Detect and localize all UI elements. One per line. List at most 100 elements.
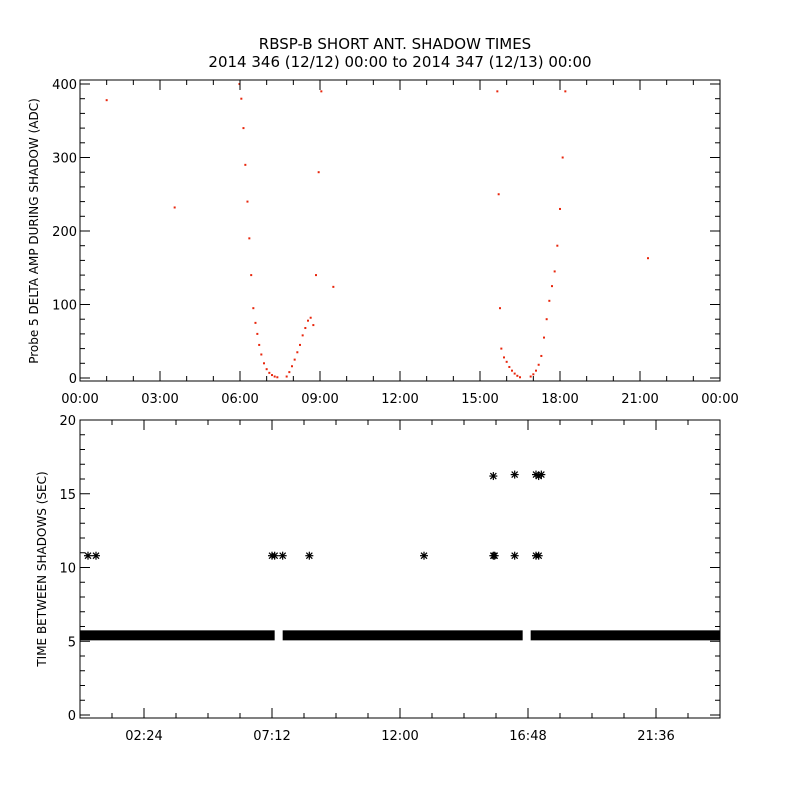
top-xtick-label: 12:00	[381, 392, 418, 407]
top-xtick-label: 15:00	[461, 392, 498, 407]
top-point-s1-10	[258, 343, 261, 346]
top-point-s1-15	[271, 374, 273, 377]
top-point-s4-13	[564, 90, 567, 93]
top-point-s3-1	[497, 193, 500, 196]
top-xtick-label: 21:00	[621, 392, 658, 407]
top-point-s3-8	[513, 372, 516, 375]
top-point-s1-3	[244, 163, 247, 166]
bottom-point-1	[92, 551, 100, 560]
top-point-s3-9	[516, 374, 519, 377]
top-ytick-label: 100	[52, 299, 77, 314]
top-point-s3-10	[519, 376, 521, 379]
top-ytick-label: 300	[52, 152, 77, 167]
top-point-s2-7	[304, 327, 307, 330]
top-point-s4-1	[532, 373, 535, 376]
bottom-ytick-label: 0	[68, 709, 76, 724]
top-point-s1-11	[260, 353, 263, 356]
top-xtick-label: 00:00	[61, 392, 98, 407]
top-point-s4-4	[540, 354, 543, 357]
top-point-s1-7	[252, 307, 255, 310]
bottom-baseline-band-0	[80, 630, 275, 641]
bottom-ytick-label: 20	[59, 414, 76, 429]
top-point-s0-2	[332, 285, 335, 288]
top-point-s3-2	[499, 307, 501, 310]
figure-title-line2: 2014 346 (12/12) 00:00 to 2014 347 (12/1…	[208, 53, 591, 71]
top-point-s3-0	[496, 90, 499, 93]
bottom-point-4	[278, 551, 287, 560]
top-point-s1-14	[268, 371, 271, 374]
top-panel-axes: 00:00 03:00 06:00 09:00 12:00 15:00 18:00 21:00…	[52, 78, 739, 407]
top-xtick-label: 09:00	[301, 392, 338, 407]
top-point-s1-4	[246, 200, 249, 203]
top-xtick-label: 00:00	[701, 392, 738, 407]
top-point-s1-17	[276, 376, 279, 379]
top-point-s4-10	[556, 244, 559, 247]
bottom-point-6	[420, 551, 428, 560]
bottom-point-14	[537, 470, 546, 479]
top-point-s2-8	[307, 319, 309, 322]
top-point-s4-3	[537, 363, 540, 366]
bottom-xtick-label: 21:36	[637, 729, 674, 744]
bottom-baseline-band-2	[530, 630, 720, 641]
top-point-s1-12	[263, 362, 265, 365]
bottom-ytick-label: 10	[59, 562, 76, 577]
top-point-s4-11	[559, 207, 561, 210]
top-panel-frame	[79, 79, 721, 382]
top-point-s4-8	[551, 285, 553, 288]
bottom-point-0	[84, 551, 92, 560]
top-point-s4-9	[553, 270, 556, 273]
bottom-xtick-label: 07:12	[253, 729, 290, 744]
top-panel: 00:00 03:00 06:00 09:00 12:00 15:00 18:00 21:00…	[27, 78, 739, 407]
top-point-s3-6	[508, 365, 511, 368]
top-ytick-label: 200	[52, 225, 77, 240]
top-point-s1-2	[242, 127, 245, 130]
top-point-s1-8	[254, 321, 257, 324]
bottom-ytick-label: 15	[59, 488, 76, 503]
top-point-s2-2	[291, 365, 293, 368]
top-point-s4-12	[561, 156, 564, 159]
top-ytick-label: 0	[69, 372, 77, 387]
top-point-s3-7	[511, 369, 513, 372]
top-point-s3-5	[505, 360, 508, 363]
top-point-s2-3	[293, 358, 296, 361]
bottom-panel-frame	[79, 419, 721, 719]
top-point-s2-13	[320, 90, 323, 93]
figure-title-line1: RBSP-B SHORT ANT. SHADOW TIMES	[259, 35, 531, 53]
top-xtick-label: 06:00	[221, 392, 258, 407]
bottom-xtick-label: 16:48	[509, 729, 546, 744]
bottom-point-16	[534, 551, 543, 560]
top-point-s4-2	[535, 369, 537, 372]
top-point-s1-5	[248, 237, 251, 240]
bottom-point-8	[489, 472, 498, 481]
top-point-s2-11	[315, 274, 317, 277]
bottom-panel: 02:24 07:12 12:00 16:48 21:36 0 5 10 15 20 TIME B…	[35, 414, 721, 744]
top-point-s2-5	[299, 343, 301, 346]
top-panel-ylabel: Probe 5 DELTA AMP DURING SHADOW (ADC)	[27, 98, 41, 364]
top-point-s3-4	[503, 356, 505, 359]
bottom-point-3	[270, 551, 279, 560]
top-point-s2-4	[296, 351, 299, 354]
bottom-point-11	[510, 551, 519, 560]
top-point-s2-9	[309, 316, 312, 319]
top-point-s4-7	[548, 299, 551, 302]
bottom-ytick-label: 5	[68, 635, 76, 650]
bottom-point-9	[490, 551, 499, 560]
top-point-s0-1	[173, 206, 176, 209]
top-point-s2-10	[312, 324, 315, 327]
top-point-s4-0	[529, 375, 532, 378]
top-point-s4-6	[545, 318, 548, 321]
top-ytick-label: 400	[52, 78, 77, 93]
bottom-panel-points	[80, 470, 720, 641]
top-point-s2-6	[301, 334, 304, 337]
top-point-s1-9	[256, 332, 259, 335]
top-point-s1-13	[265, 368, 268, 371]
bottom-panel-ylabel: TIME BETWEEN SHADOWS (SEC)	[35, 471, 49, 667]
top-point-s1-1	[240, 97, 243, 100]
top-point-s3-3	[500, 347, 503, 350]
top-point-s1-6	[250, 274, 253, 277]
top-point-s2-12	[317, 171, 320, 174]
top-xtick-label: 18:00	[541, 392, 578, 407]
top-point-s0-0	[105, 99, 108, 102]
bottom-xtick-label: 02:24	[125, 729, 162, 744]
